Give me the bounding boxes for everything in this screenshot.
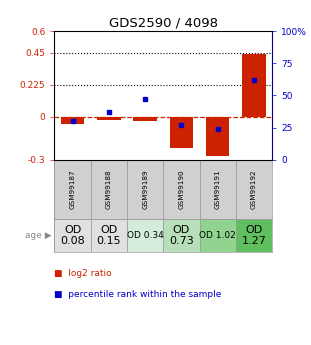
Bar	[97, 117, 121, 120]
Bar	[200, 219, 236, 252]
Bar	[242, 54, 266, 117]
Text: GSM99187: GSM99187	[70, 169, 76, 209]
Text: OD 0.34: OD 0.34	[127, 231, 164, 240]
Bar	[91, 219, 127, 252]
Bar	[61, 117, 84, 124]
Bar	[236, 160, 272, 219]
Text: GSM99191: GSM99191	[215, 169, 221, 209]
Bar	[54, 160, 91, 219]
Text: GSM99190: GSM99190	[179, 169, 184, 209]
Text: age ▶: age ▶	[25, 231, 51, 240]
Bar	[54, 219, 91, 252]
Text: OD
0.15: OD 0.15	[96, 225, 121, 246]
Bar	[200, 160, 236, 219]
Title: GDS2590 / 4098: GDS2590 / 4098	[109, 17, 218, 30]
Text: GSM99189: GSM99189	[142, 169, 148, 209]
Text: ■  percentile rank within the sample: ■ percentile rank within the sample	[54, 290, 222, 299]
Bar	[91, 160, 127, 219]
Bar	[206, 117, 230, 156]
Bar	[127, 160, 163, 219]
Bar	[236, 219, 272, 252]
Bar	[169, 117, 193, 148]
Text: OD
0.08: OD 0.08	[60, 225, 85, 246]
Text: GSM99188: GSM99188	[106, 169, 112, 209]
Bar	[163, 160, 200, 219]
Text: ■  log2 ratio: ■ log2 ratio	[54, 269, 112, 278]
Text: OD
0.73: OD 0.73	[169, 225, 194, 246]
Bar	[163, 219, 200, 252]
Text: GSM99192: GSM99192	[251, 169, 257, 209]
Text: OD 1.02: OD 1.02	[199, 231, 236, 240]
Bar	[127, 219, 163, 252]
Text: OD
1.27: OD 1.27	[242, 225, 267, 246]
Bar	[133, 117, 157, 121]
